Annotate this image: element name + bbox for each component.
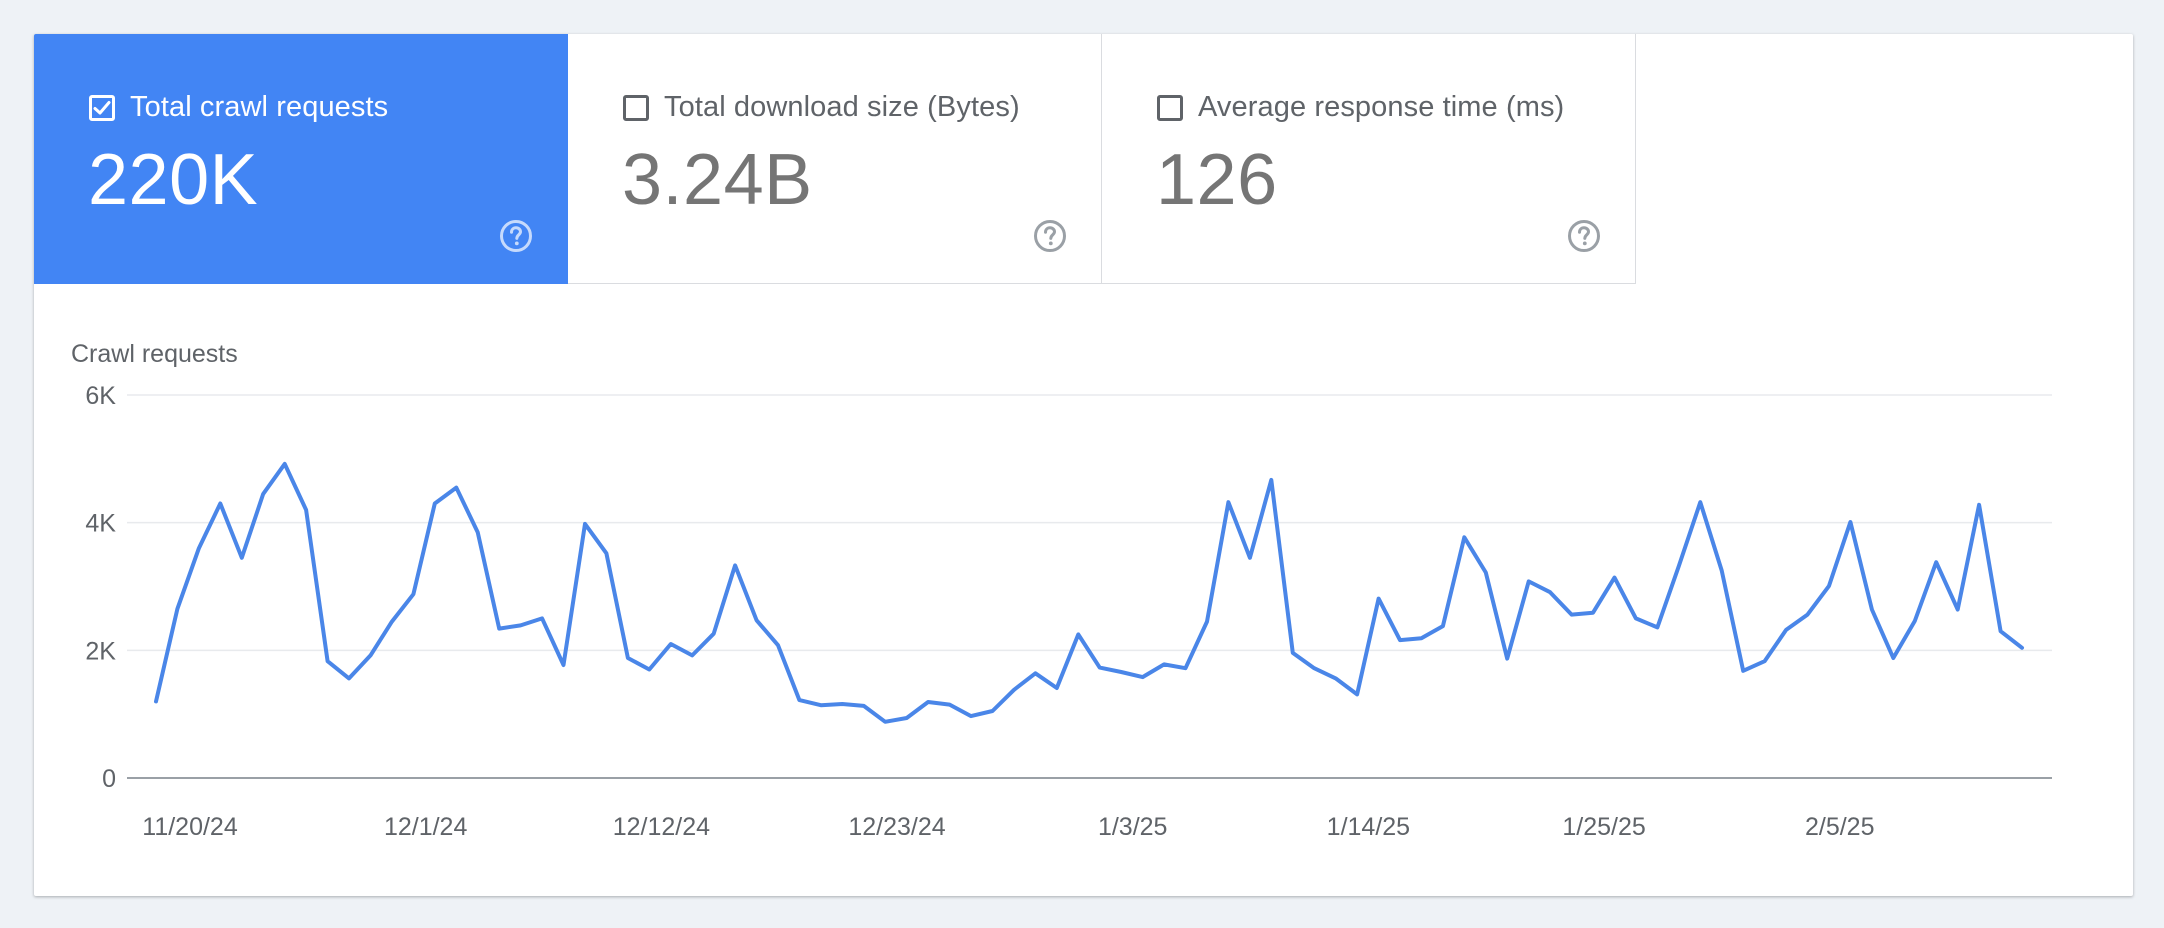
x-tick-label: 12/1/24 <box>384 813 468 841</box>
chart-title: Crawl requests <box>71 340 238 368</box>
checkbox-unchecked-icon[interactable] <box>1157 94 1183 121</box>
metric-total-crawl-requests[interactable]: Total crawl requests 220K <box>34 34 568 284</box>
x-tick-label: 12/23/24 <box>848 813 945 841</box>
chart-series <box>154 461 2024 724</box>
help-circle-icon[interactable] <box>499 219 533 253</box>
metric-label: Average response time (ms) <box>1198 91 1565 123</box>
x-tick-label: 2/5/25 <box>1805 813 1875 841</box>
metric-tabs: Total crawl requests 220K Total download… <box>34 34 1636 284</box>
metric-header: Average response time (ms) <box>1157 91 1564 124</box>
help-circle-icon[interactable] <box>1033 219 1067 253</box>
y-tick-label: 4K <box>85 510 116 538</box>
checkbox-unchecked-icon[interactable] <box>623 94 649 121</box>
crawl-stats-card: Total crawl requests 220K Total download… <box>34 34 2133 896</box>
x-tick-label: 11/20/24 <box>142 813 238 841</box>
x-tick-label: 1/3/25 <box>1098 813 1168 841</box>
metric-header: Total download size (Bytes) <box>623 91 1020 124</box>
help-circle-icon[interactable] <box>1567 219 1601 253</box>
y-tick-label: 6K <box>85 382 116 410</box>
metric-value: 3.24B <box>622 140 813 220</box>
x-axis-ticks: 11/20/24 12/1/24 12/12/24 12/23/24 1/3/25 1/1… <box>142 813 1874 841</box>
metric-label: Total download size (Bytes) <box>664 91 1020 123</box>
x-tick-label: 1/25/25 <box>1562 813 1645 841</box>
metric-header: Total crawl requests <box>89 91 388 124</box>
y-axis-ticks: 0 2K 4K 6K <box>85 382 116 793</box>
y-tick-label: 2K <box>85 637 116 665</box>
y-tick-label: 0 <box>102 765 116 793</box>
metric-value: 220K <box>88 140 259 220</box>
x-tick-label: 1/14/25 <box>1327 813 1410 841</box>
checkbox-checked-icon[interactable] <box>89 94 115 121</box>
metric-total-download-size[interactable]: Total download size (Bytes) 3.24B <box>568 34 1102 284</box>
metric-label: Total crawl requests <box>130 91 389 123</box>
series-line-crawl-requests[interactable] <box>154 461 2024 724</box>
x-tick-label: 12/12/24 <box>613 813 710 841</box>
metric-average-response-time[interactable]: Average response time (ms) 126 <box>1102 34 1636 284</box>
metric-value: 126 <box>1156 140 1278 220</box>
